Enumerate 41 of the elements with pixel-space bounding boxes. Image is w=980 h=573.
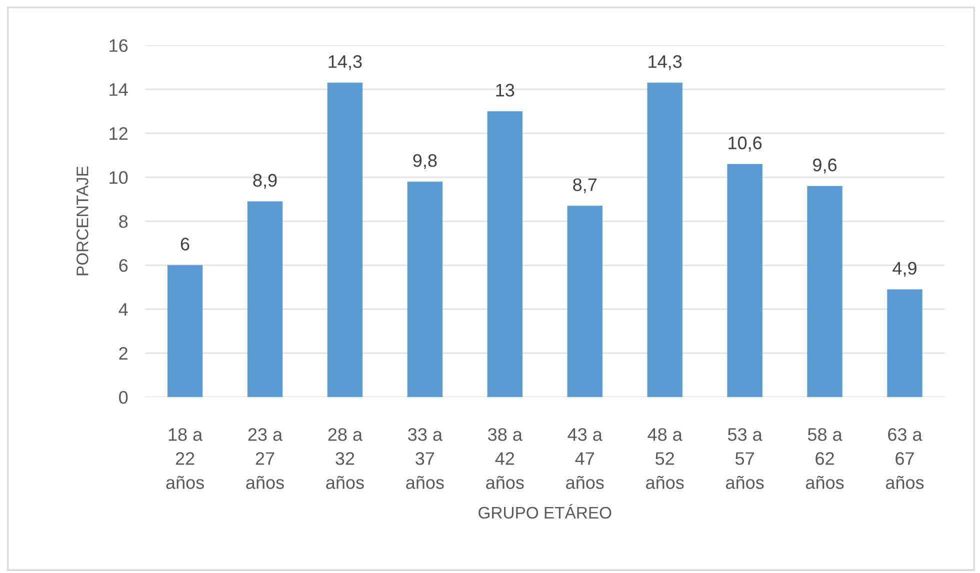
- data-label: 6: [180, 238, 190, 250]
- bar: [407, 182, 443, 398]
- x-tick-label: 58 a 62 años: [806, 428, 844, 489]
- x-tick-label: 48 a 52 años: [646, 428, 684, 489]
- bar: [647, 82, 682, 398]
- bar: [327, 82, 363, 398]
- x-tick-label: 28 a 32 años: [326, 428, 364, 489]
- y-tick-label: 10: [110, 171, 128, 184]
- bar: [167, 265, 203, 398]
- x-tick-label: 63 a 67 años: [886, 428, 924, 489]
- y-tick-label: 12: [110, 127, 128, 140]
- bar: [567, 206, 602, 398]
- y-tick-label: 6: [119, 259, 128, 272]
- data-label: 14,3: [328, 55, 362, 70]
- data-label: 8,7: [573, 178, 597, 194]
- x-tick-label: 33 a 37 años: [406, 428, 444, 489]
- data-label: 8,9: [253, 174, 277, 189]
- bar: [487, 111, 522, 398]
- bar: [727, 164, 762, 398]
- x-tick-label: 53 a 57 años: [726, 428, 764, 489]
- data-label: 9,8: [413, 154, 437, 170]
- bar: [807, 186, 842, 398]
- y-tick-label: 16: [110, 39, 128, 52]
- bar: [247, 201, 283, 398]
- x-tick-label: 38 a 42 años: [486, 428, 524, 489]
- y-tick-label: 0: [119, 391, 128, 404]
- data-label: 10,6: [728, 136, 762, 152]
- y-axis-title: PORCENTAJE: [76, 166, 88, 276]
- y-tick-label: 2: [119, 347, 128, 360]
- x-tick-label: 18 a 22 años: [166, 428, 204, 489]
- y-tick-label: 4: [118, 303, 128, 316]
- y-tick-label: 14: [110, 83, 128, 96]
- bar: [887, 289, 922, 398]
- data-label: 4,9: [892, 262, 916, 277]
- data-label: 9,6: [813, 158, 837, 174]
- y-tick-label: 8: [119, 215, 128, 228]
- x-axis-title: GRUPO ETÁREO: [478, 504, 612, 519]
- x-tick-label: 23 a 27 años: [246, 428, 284, 489]
- data-label: 14,3: [648, 55, 682, 70]
- data-label: 13: [496, 84, 514, 97]
- x-tick-label: 43 a 47 años: [566, 428, 604, 489]
